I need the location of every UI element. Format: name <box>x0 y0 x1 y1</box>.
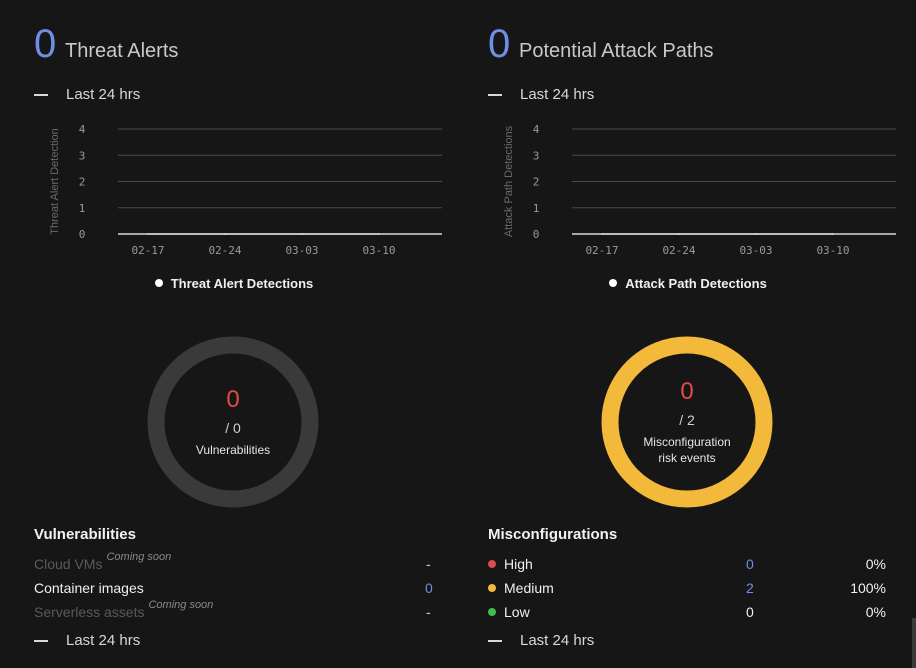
severity-dot-icon <box>488 584 496 592</box>
list-item-medium: Medium 2 100% <box>488 578 888 600</box>
severity-label: Medium <box>504 580 554 596</box>
misconfigurations-period: Last 24 hrs <box>488 632 594 649</box>
data-point <box>832 233 834 235</box>
ring-center: 0 / 2 Misconfiguration risk events <box>601 336 773 508</box>
ring-track <box>147 336 319 508</box>
severity-dot-icon <box>488 608 496 616</box>
ring-value: 0 <box>680 378 694 405</box>
y-tick-label: 1 <box>533 202 540 215</box>
list-item-container-images: Container images 0 <box>34 578 434 600</box>
vulnerabilities-title: Vulnerabilities <box>34 526 136 543</box>
data-point <box>678 233 680 235</box>
ring-total: / 0 <box>225 420 241 436</box>
legend-dot-icon <box>154 279 163 287</box>
ring-label: Misconfiguration risk events <box>643 434 730 466</box>
severity-dot-icon <box>488 560 496 568</box>
row-label: Cloud VMs <box>34 556 103 572</box>
x-tick-label: 02-24 <box>208 244 241 257</box>
attack-path-chart: Attack Path Detections 0 1 2 3 4 02-17 02-24 03-… <box>503 123 896 257</box>
threat-alerts-period: Last 24 hrs <box>34 86 140 103</box>
ring-value: 0 <box>226 386 240 413</box>
threat-alerts-panel: 0 Threat Alerts Last 24 hrs Threat Alert… <box>34 0 464 668</box>
y-axis-label: Threat Alert Detection <box>49 128 61 234</box>
dash-icon <box>34 639 48 642</box>
attack-paths-title: Potential Attack Paths <box>519 40 714 62</box>
y-tick-label: 4 <box>79 123 86 136</box>
ring-label: Vulnerabilities <box>195 443 271 457</box>
ring-total: / 2 <box>679 412 695 428</box>
attack-path-legend[interactable]: Attack Path Detections <box>488 276 888 291</box>
ring-track <box>601 336 773 508</box>
threat-alerts-count[interactable]: 0 <box>34 22 57 66</box>
severity-label: Low <box>504 604 530 620</box>
legend-label: Attack Path Detections <box>625 276 767 291</box>
list-item-cloud-vms: Cloud VMs Coming soon - <box>34 551 434 576</box>
vulnerabilities-period: Last 24 hrs <box>34 632 140 649</box>
row-value: - <box>426 556 431 572</box>
coming-soon-tag: Coming soon <box>148 599 214 611</box>
attack-paths-period: Last 24 hrs <box>488 86 594 103</box>
legend-label: Threat Alert Detections <box>170 276 314 291</box>
data-point <box>147 233 149 235</box>
high-count-link[interactable]: 0 <box>746 556 754 572</box>
threat-alerts-title: Threat Alerts <box>65 40 179 62</box>
y-tick-label: 0 <box>79 228 86 241</box>
x-tick-label: 03-10 <box>362 244 395 257</box>
medium-percent: 100% <box>850 580 886 596</box>
misconfiguration-ring[interactable]: 0 / 2 Misconfiguration risk events <box>601 336 773 508</box>
attack-paths-count[interactable]: 0 <box>488 22 511 66</box>
threat-alert-chart: Threat Alert Detection 0 1 2 3 4 02-17 02-24 03-… <box>49 123 442 257</box>
period-label: Last 24 hrs <box>66 86 141 103</box>
data-point <box>755 233 757 235</box>
y-tick-label: 1 <box>79 202 86 215</box>
y-tick-label: 4 <box>533 123 540 136</box>
row-label: Container images <box>34 580 144 596</box>
row-label: Serverless assets <box>34 604 145 620</box>
ring-label-line1: Misconfiguration <box>643 435 731 449</box>
legend-dot-icon <box>609 279 618 287</box>
misconfigurations-title: Misconfigurations <box>488 526 618 543</box>
y-tick-label: 2 <box>533 176 540 189</box>
data-point <box>224 233 226 235</box>
dash-icon <box>488 93 502 96</box>
ring-chart <box>147 336 319 508</box>
low-percent: 0% <box>865 604 886 620</box>
ring-label-line2: risk events <box>658 451 716 465</box>
list-item-high: High 0 0% <box>488 554 888 576</box>
threat-alert-legend[interactable]: Threat Alert Detections <box>34 276 434 291</box>
scrollbar[interactable] <box>912 618 916 668</box>
y-tick-label: 0 <box>533 228 540 241</box>
ring-chart <box>601 336 773 508</box>
x-tick-label: 03-03 <box>739 244 772 257</box>
attack-paths-panel: 0 Potential Attack Paths Last 24 hrs Att… <box>488 0 916 668</box>
data-point <box>378 233 380 235</box>
period-label: Last 24 hrs <box>520 632 595 649</box>
x-tick-label: 02-17 <box>585 244 618 257</box>
row-value: - <box>426 604 431 620</box>
y-tick-label: 3 <box>533 149 540 162</box>
dash-icon <box>488 639 502 642</box>
list-item-low: Low 0 0% <box>488 602 888 624</box>
ring-center: 0 / 0 Vulnerabilities <box>147 336 319 508</box>
coming-soon-tag: Coming soon <box>106 551 172 563</box>
severity-label: High <box>504 556 533 572</box>
vulnerabilities-ring[interactable]: 0 / 0 Vulnerabilities <box>147 336 319 508</box>
data-point <box>601 233 603 235</box>
period-label: Last 24 hrs <box>520 86 595 103</box>
period-label: Last 24 hrs <box>66 632 141 649</box>
dash-icon <box>34 93 48 96</box>
x-tick-label: 02-17 <box>131 244 164 257</box>
y-tick-label: 3 <box>79 149 86 162</box>
y-axis-label: Attack Path Detections <box>503 125 515 237</box>
data-point <box>301 233 303 235</box>
medium-count-link[interactable]: 2 <box>746 580 754 596</box>
x-tick-label: 03-10 <box>816 244 849 257</box>
x-tick-label: 03-03 <box>285 244 318 257</box>
high-percent: 0% <box>865 556 886 572</box>
container-images-count-link[interactable]: 0 <box>425 580 433 596</box>
y-tick-label: 2 <box>79 176 86 189</box>
list-item-serverless-assets: Serverless assets Coming soon - <box>34 599 434 624</box>
low-count: 0 <box>746 604 754 620</box>
x-tick-label: 02-24 <box>662 244 695 257</box>
